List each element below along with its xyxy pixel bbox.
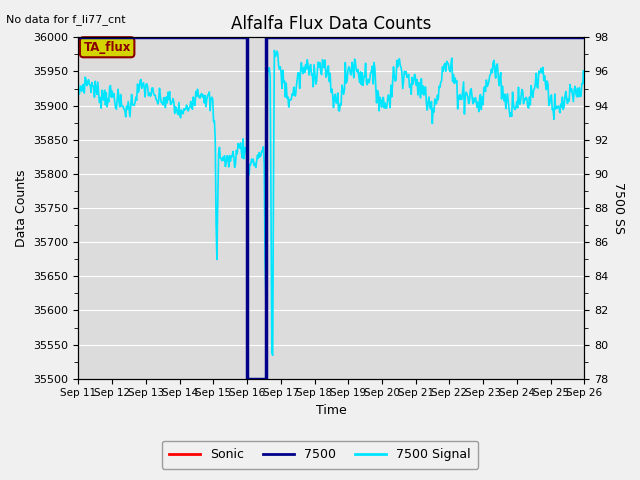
Text: No data for f_li77_cnt: No data for f_li77_cnt xyxy=(6,14,126,25)
Legend: Sonic, 7500, 7500 Signal: Sonic, 7500, 7500 Signal xyxy=(161,441,479,469)
Y-axis label: 7500 SS: 7500 SS xyxy=(612,182,625,234)
Title: Alfalfa Flux Data Counts: Alfalfa Flux Data Counts xyxy=(231,15,431,33)
Text: TA_flux: TA_flux xyxy=(83,41,131,54)
Y-axis label: Data Counts: Data Counts xyxy=(15,169,28,247)
X-axis label: Time: Time xyxy=(316,404,347,417)
